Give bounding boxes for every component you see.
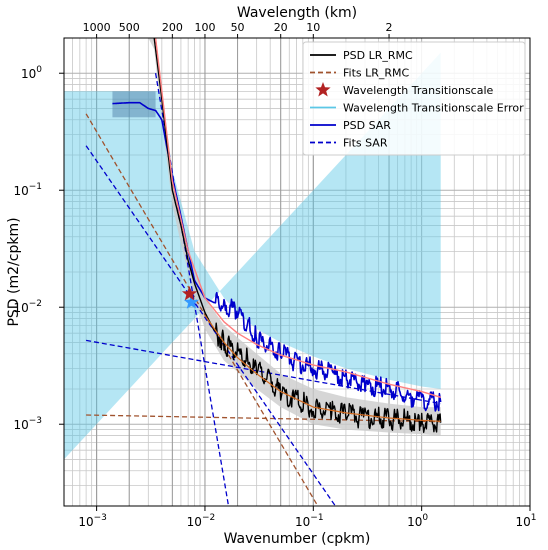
x-tick-exponent: −3 <box>94 513 107 523</box>
top-tick-label: 20 <box>274 21 288 34</box>
y-tick-exponent: −1 <box>29 182 42 192</box>
top-tick-label: 2 <box>386 21 393 34</box>
legend-label: Fits SAR <box>343 137 388 150</box>
x-tick-exponent: −2 <box>202 513 215 523</box>
top-tick-label: 10 <box>306 21 320 34</box>
top-tick-label: 200 <box>162 21 183 34</box>
fit-lr-rmc-line-1 <box>86 414 441 423</box>
axes <box>63 37 531 507</box>
series <box>85 38 442 506</box>
psd-lr-rmc-line <box>153 38 442 433</box>
sar-transition-marker <box>183 294 199 309</box>
top-tick-label: 50 <box>231 21 245 34</box>
legend-swatch-star <box>315 82 331 97</box>
legend-label: Wavelength Transitionscale <box>343 84 494 97</box>
top-tick-label: 1000 <box>83 21 111 34</box>
plot-frame <box>63 37 531 507</box>
legend-label: Wavelength Transitionscale Error <box>343 102 524 115</box>
y-tick-exponent: 0 <box>36 65 42 75</box>
lr-transition-marker <box>181 285 198 301</box>
legend-box <box>302 41 526 156</box>
legend-label: PSD SAR <box>343 119 391 132</box>
legend-label: PSD LR_RMC <box>343 49 413 62</box>
y-axis-label: PSD (m2/cpkm) <box>6 217 22 326</box>
sar-error-band <box>64 52 441 460</box>
legend-label: Fits LR_RMC <box>343 67 410 80</box>
top-tick-label: 100 <box>194 21 215 34</box>
x-tick-exponent: 0 <box>422 513 428 523</box>
x-tick-exponent: 1 <box>531 513 537 523</box>
fit-sar-line-0 <box>85 145 336 506</box>
sar-low-freq-band <box>112 91 156 118</box>
x-axis-label: Wavenumber (cpkm) <box>224 531 371 547</box>
y-tick-exponent: −2 <box>29 299 42 309</box>
x-tick-exponent: −1 <box>310 513 323 523</box>
fit-lr-rmc-line-0 <box>85 113 319 506</box>
top-axis-label: Wavelength (km) <box>237 5 357 21</box>
fit-overlay-lr-line <box>204 315 441 422</box>
y-tick-exponent: −3 <box>29 416 42 426</box>
fit-overlay-line <box>154 38 441 398</box>
top-tick-label: 500 <box>119 21 140 34</box>
legend: PSD LR_RMC Fits LR_RMC Wavelength Transiti… <box>302 41 526 156</box>
